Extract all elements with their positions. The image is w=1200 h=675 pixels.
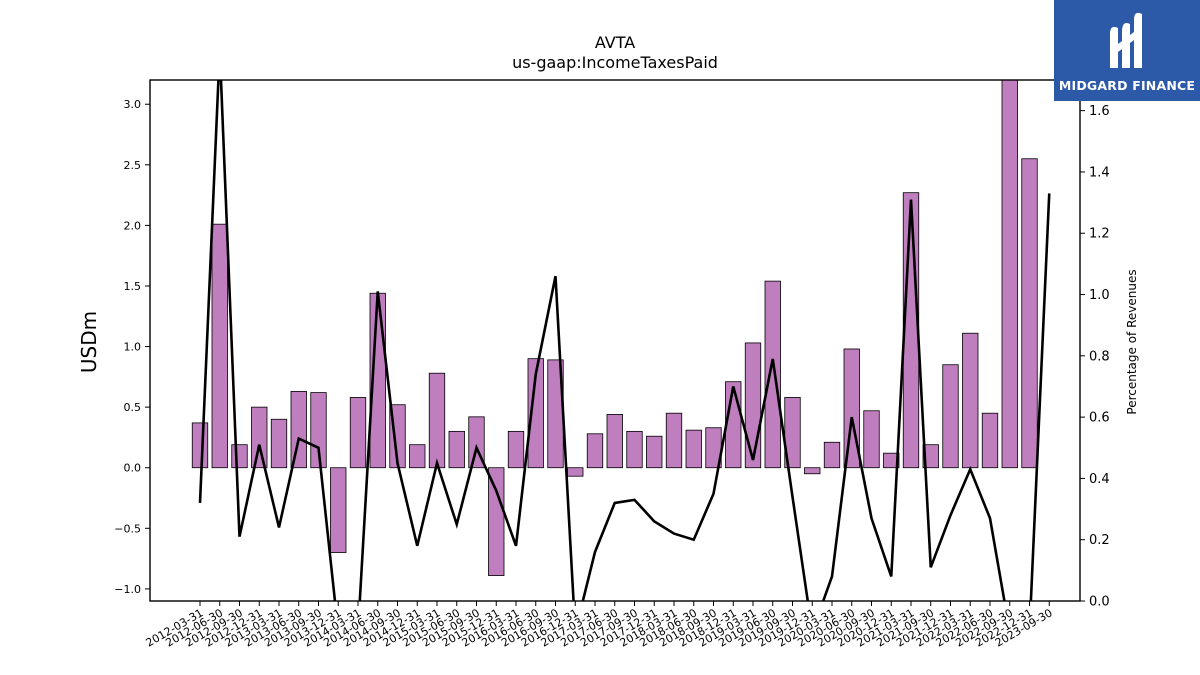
bar	[310, 392, 327, 469]
bar	[527, 358, 544, 469]
bar	[764, 280, 781, 469]
x-axis: 2012-03-312012-06-302012-09-302012-12-31…	[144, 601, 1055, 650]
bar	[409, 444, 426, 469]
y-tick-label: 2.0	[124, 219, 142, 232]
bar	[586, 433, 604, 469]
y-tick-label: 1.5	[124, 280, 142, 293]
y2-tick-label: 1.2	[1089, 227, 1110, 242]
chart-subtitle: us-gaap:IncomeTaxesPaid	[512, 53, 718, 72]
bar	[962, 332, 979, 469]
y2-tick-label: 1.4	[1089, 165, 1110, 180]
y2-tick-label: 1.0	[1089, 288, 1110, 303]
bar-series	[191, 80, 1038, 576]
bar	[685, 429, 702, 469]
bar	[804, 467, 821, 475]
y2-tick-label: 0.0	[1089, 595, 1110, 610]
bar	[330, 467, 347, 553]
y-axis-left: −1.0 −0.5 0.0 0.5 1.0 1.5 2.0 2.5 3.0	[114, 98, 150, 596]
y2-tick-label: 0.8	[1089, 349, 1110, 364]
bar	[231, 444, 248, 469]
chart-title: AVTA	[595, 33, 635, 52]
y-tick-label: 0.0	[124, 462, 142, 475]
y2-tick-label: 1.6	[1089, 104, 1110, 119]
logo-badge: MIDGARD FINANCE	[1054, 0, 1200, 101]
bar	[981, 412, 999, 469]
bar	[567, 467, 584, 477]
y-tick-label: 0.5	[124, 401, 142, 414]
bar	[626, 430, 643, 469]
bar	[784, 397, 801, 469]
bar	[902, 192, 920, 469]
bar	[191, 422, 209, 469]
bar	[942, 364, 959, 469]
bar	[606, 414, 623, 469]
bar	[290, 390, 307, 469]
bar	[251, 406, 268, 469]
y-tick-label: −0.5	[114, 522, 141, 535]
bar	[1001, 80, 1018, 469]
bar	[507, 430, 525, 469]
y2-tick-label: 0.2	[1089, 533, 1110, 548]
y-axis-label: USDm	[77, 311, 101, 373]
bar	[488, 467, 505, 576]
midgard-logo-icon	[1104, 10, 1150, 74]
bar	[646, 435, 663, 469]
bar	[448, 430, 465, 469]
logo-text: MIDGARD FINANCE	[1058, 78, 1196, 93]
bar	[665, 412, 683, 469]
bar	[725, 381, 742, 469]
bar	[349, 397, 367, 469]
y-tick-label: 1.0	[124, 341, 142, 354]
y-tick-label: −1.0	[114, 583, 141, 596]
bar	[883, 452, 900, 469]
bar	[1021, 158, 1038, 469]
y2-axis-label: Percentage of Revenues	[1125, 269, 1139, 414]
bar	[270, 418, 288, 469]
plot-frame	[149, 79, 1081, 602]
bar	[863, 410, 880, 469]
y2-tick-label: 0.4	[1089, 472, 1110, 487]
y-axis-right: 0.0 0.2 0.4 0.6 0.8 1.0 1.2 1.4 1.6	[1080, 104, 1110, 610]
bar	[744, 342, 762, 469]
bar	[211, 223, 228, 469]
y-tick-label: 3.0	[124, 98, 142, 111]
bar	[428, 372, 446, 469]
line-series	[198, 80, 1051, 601]
bar	[922, 444, 939, 469]
bar	[823, 441, 841, 469]
y2-tick-label: 0.6	[1089, 411, 1110, 426]
line-path	[198, 80, 1051, 601]
y-tick-label: 2.5	[124, 159, 142, 172]
